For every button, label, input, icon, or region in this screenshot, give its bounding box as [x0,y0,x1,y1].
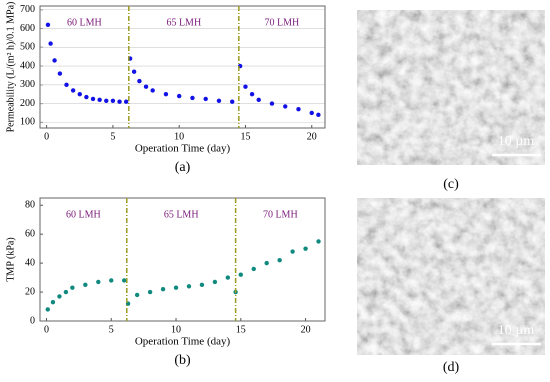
point [251,266,256,272]
point [249,92,255,97]
point [256,97,261,103]
point [264,260,269,266]
point [70,88,76,93]
y-tick-label: 700 [20,4,35,15]
x-tick-label: 20 [301,324,311,335]
phase-label: 70 LMH [265,17,300,28]
y-tick-label: 400 [20,60,35,71]
panel-label: (a) [175,160,191,175]
point [83,282,88,288]
point [123,99,129,104]
y-tick-label: 300 [20,79,35,90]
x-tick-label: 0 [44,324,49,335]
y-tick-label: 600 [20,23,35,34]
x-tick-label: 5 [109,324,114,335]
phase-label: 65 LMH [164,210,199,221]
plot-frame [39,197,326,322]
x-tick-label: 15 [240,131,250,142]
y-tick-label: 80 [25,200,35,211]
point [57,294,62,299]
phase-label: 60 LMH [66,210,101,221]
point [309,110,314,116]
point [176,93,182,99]
phase-label: 70 LMH [263,210,298,221]
point [77,92,82,97]
x-tick-label: 20 [307,131,317,142]
y-tick-label: 500 [20,42,35,53]
x-axis-label: Operation Time (day) [135,336,231,348]
point [110,98,116,103]
sem-image-c: 10 µm [357,10,545,165]
point [134,292,140,298]
point [57,71,63,76]
point [283,104,288,109]
point [199,282,205,288]
point [84,94,89,100]
x-axis-label: Operation Time (day) [135,143,231,155]
phase-label: 60 LMH [67,17,102,28]
point [64,82,69,88]
point [303,246,308,251]
y-tick-label: 40 [25,257,35,268]
point [316,112,321,118]
point [203,96,208,102]
point [186,284,192,289]
point [97,97,102,103]
point [117,99,122,104]
y-tick-label: 20 [25,286,35,297]
point [163,92,169,97]
point [238,272,243,277]
x-tick-label: 10 [171,324,181,335]
point [52,58,57,63]
point [190,95,195,101]
point [122,278,127,283]
point [90,96,96,102]
point [216,98,222,103]
point [212,279,218,285]
plot-frame [39,5,326,129]
scale-bar-label: 10 µm [498,134,535,149]
phase-label: 65 LMH [166,17,201,28]
point [143,84,149,89]
point [150,88,155,93]
x-tick-label: 5 [110,131,115,142]
point [316,239,321,244]
y-axis-label: TMP (kPa) [5,237,16,281]
y-axis-label: Permeability (L/(m² h)/0.1 MPa) [5,2,16,133]
point [131,69,137,74]
point [70,285,75,290]
point [296,107,301,112]
point [290,249,295,254]
point [45,22,51,27]
point [109,278,114,283]
y-tick-label: 0 [30,315,35,326]
x-tick-label: 10 [174,131,184,142]
panel-label: (c) [443,177,459,192]
point [277,258,282,263]
sem-image-d: 10 µm [357,198,545,355]
point [45,307,50,312]
y-tick-label: 60 [25,228,35,239]
point [137,78,142,84]
point [160,286,166,292]
point [50,299,56,305]
point [96,279,101,285]
point [230,99,235,104]
x-tick-label: 15 [236,324,246,335]
panel-label: (d) [443,360,460,375]
point [243,84,248,89]
point [225,275,231,280]
point [147,289,153,295]
point [104,98,109,103]
point [48,41,53,46]
x-tick-label: 0 [44,131,49,142]
y-tick-label: 200 [20,98,35,109]
scale-bar-label: 10 µm [498,323,535,338]
point [63,289,69,295]
panel-label: (b) [174,353,191,368]
y-tick-label: 100 [20,117,35,128]
point [173,285,179,290]
point [269,101,275,106]
